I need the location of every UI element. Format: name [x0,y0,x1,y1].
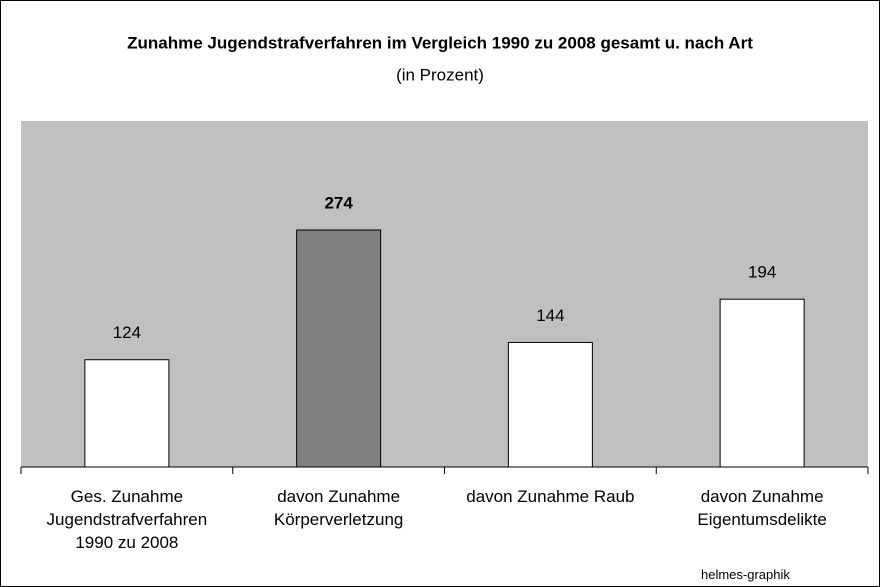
value-label: 144 [536,306,564,325]
x-tick-label: Ges. Zunahme Jugendstrafverfahren 1990 z… [46,487,208,552]
source-note: helmes-graphik [701,567,790,582]
value-label: 274 [324,193,353,212]
bar [719,298,805,468]
bar [507,341,593,468]
x-tick-label: davon Zunahme Raub [466,487,635,506]
bar [84,359,170,468]
chart-subtitle: (in Prozent) [396,65,484,84]
x-tick-label: davon Zunahme Körperverletzung [273,487,404,529]
chart-title: Zunahme Jugendstrafverfahren im Vergleic… [127,33,753,52]
value-label: 124 [113,323,141,342]
x-tick-label: davon Zunahme Eigentumsdelikte [697,487,827,529]
bar [296,229,382,468]
value-label: 194 [748,263,776,282]
